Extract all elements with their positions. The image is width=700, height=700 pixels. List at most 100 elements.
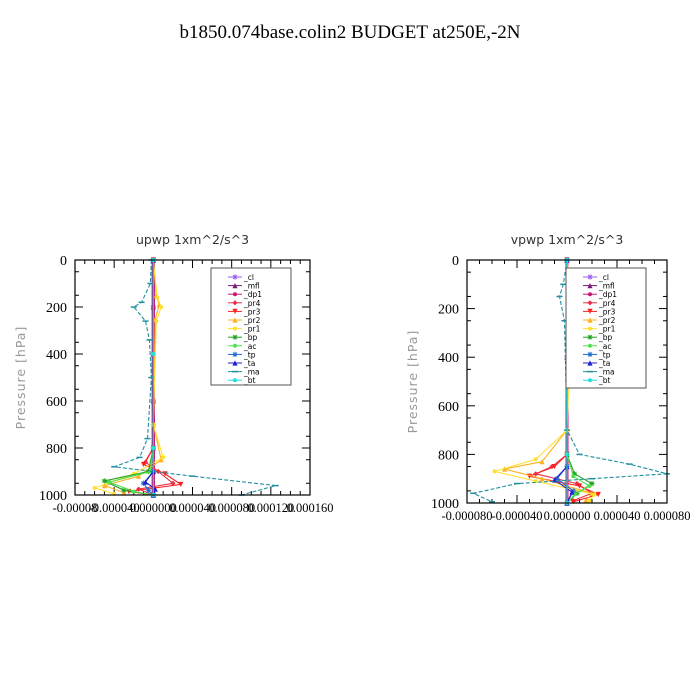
y-axis-label: Pressure [hPa] [13, 326, 28, 430]
data-point-ac [131, 489, 136, 494]
legend-label: _pr2 [598, 316, 616, 325]
x-tick-label: 0.000040 [594, 509, 641, 523]
data-point-bp [589, 480, 595, 487]
x-tick-label: 0.000120 [247, 501, 294, 515]
legend-label: _tp [598, 350, 611, 359]
legend-marker [588, 292, 592, 297]
data-point-pr3 [576, 483, 583, 489]
data-point-bp [121, 487, 127, 493]
data-point-ta [142, 479, 149, 485]
data-point-pr2 [539, 459, 545, 465]
legend-marker [588, 343, 592, 348]
data-point-pr1 [161, 455, 166, 460]
data-point-pr3 [570, 499, 576, 505]
data-point-tp [554, 476, 560, 482]
legend-marker [232, 360, 238, 366]
data-point-pr3 [178, 481, 184, 488]
data-point-pr1 [92, 485, 97, 490]
legend-label: _ma [598, 368, 615, 377]
legend-label: _ta [243, 359, 255, 368]
legend-marker [233, 378, 237, 383]
legend-marker [587, 334, 593, 340]
legend-label: _dp1 [598, 290, 617, 299]
y-tick-label: 1000 [431, 497, 459, 512]
legend-label: _mfl [598, 282, 615, 291]
data-point-pr1 [587, 498, 592, 503]
legend-marker [232, 274, 238, 280]
legend-marker [232, 351, 238, 357]
legend-marker [233, 292, 237, 297]
legend-marker [232, 317, 238, 323]
chart-title: upwp 1xm^2/s^3 [136, 232, 249, 247]
data-point-tp [145, 487, 152, 493]
data-point-pr1 [159, 305, 164, 309]
y-tick-label: 0 [60, 254, 67, 269]
x-tick-label: 0.000040 [169, 501, 216, 515]
x-tick-label: -0.000040 [491, 509, 542, 523]
legend-label: _ma [243, 368, 260, 377]
x-tick-label: -0.000040 [89, 501, 140, 515]
upwp-chart: upwp 1xm^2/s^3 Pressure [hPa] 0 200 400 600 80… [13, 232, 333, 515]
data-point-ac [587, 483, 592, 488]
data-point-pr2 [583, 497, 589, 504]
legend-label: _pr1 [243, 325, 261, 334]
data-point-ta [569, 489, 575, 495]
legend-label: _ac [598, 342, 611, 351]
legend-marker [588, 326, 592, 331]
vpwp-chart: vpwp 1xm^2/s^3 Pressure [hPa] 0 200 400 600 80… [405, 232, 690, 523]
data-point-tp [570, 488, 576, 494]
data-point-pr1 [592, 492, 597, 497]
data-point-bt [565, 452, 569, 457]
legend-box [210, 267, 292, 386]
x-tick-label: 0.000000 [544, 509, 591, 523]
legend-label: _bp [598, 333, 613, 342]
data-point-pr3 [595, 491, 601, 498]
y-tick-label: 600 [438, 400, 459, 415]
x-tick-label: 0.000000 [130, 501, 177, 515]
y-tick-label: 600 [46, 395, 67, 410]
legend-marker [588, 378, 592, 383]
data-point-pr2 [539, 476, 545, 482]
legend-marker [232, 334, 238, 340]
legend-label: _mfl [243, 282, 260, 291]
legend-marker [232, 300, 238, 306]
x-tick-label: -0.000080 [441, 509, 492, 523]
y-tick-label: 200 [46, 301, 67, 316]
y-tick-label: 1000 [39, 489, 67, 504]
data-point-ac [571, 474, 576, 479]
legend-marker [587, 317, 593, 323]
legend-label: _bt [598, 376, 611, 385]
legend-marker [232, 308, 238, 314]
data-point-ta [152, 486, 158, 492]
legend-label: _ac [243, 342, 256, 351]
plot-frame [466, 259, 668, 504]
legend-label: _tp [243, 350, 256, 359]
plot-frame [74, 259, 311, 496]
y-tick-label: 800 [438, 448, 459, 463]
legend-marker [233, 326, 237, 331]
legend-marker [233, 343, 237, 348]
legend-label: _pr4 [598, 299, 616, 308]
data-point-pr2 [158, 457, 164, 463]
y-tick-label: 400 [46, 348, 67, 363]
legend-marker [587, 308, 593, 314]
legend-label: _cl [243, 273, 254, 282]
data-point-tp [140, 480, 147, 486]
legend-label: _bt [243, 376, 256, 385]
y-tick-label: 200 [438, 303, 459, 318]
data-point-pr1 [155, 295, 160, 300]
legend-label: _pr4 [243, 299, 261, 308]
data-point-pr2 [101, 483, 107, 489]
legend-label: _pr1 [598, 325, 616, 334]
legend-label: _bp [243, 333, 258, 342]
legend-label: _cl [598, 273, 609, 282]
data-point-pr3 [140, 461, 147, 468]
data-point-pr3 [551, 463, 558, 470]
data-point-pr1 [492, 469, 497, 474]
data-point-bt [151, 446, 156, 450]
data-point-bp [571, 471, 578, 477]
x-tick-label: 0.000080 [644, 509, 691, 523]
y-tick-label: 0 [452, 254, 459, 269]
legend-marker [587, 351, 593, 357]
legend-marker [587, 300, 593, 306]
